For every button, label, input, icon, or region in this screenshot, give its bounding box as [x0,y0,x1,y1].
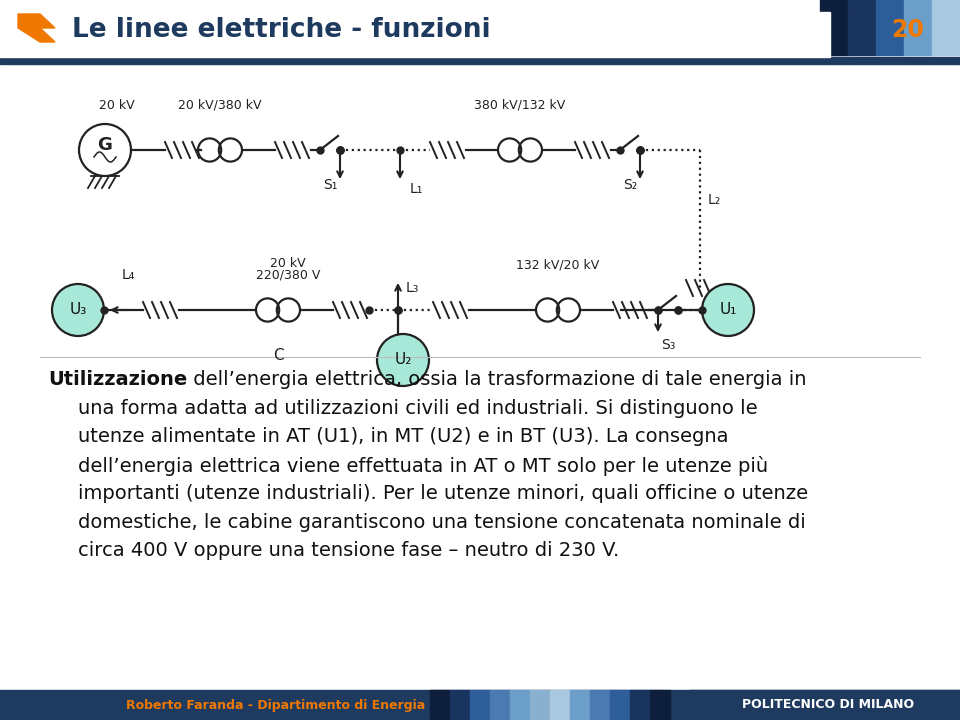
Text: 20 kV/380 kV: 20 kV/380 kV [179,99,262,112]
Text: G: G [98,136,112,154]
Bar [876,12,904,55]
Bar [470,690,490,720]
Circle shape [702,284,754,336]
Bar [820,0,848,12]
Bar [630,690,650,720]
Text: L₃: L₃ [406,281,420,295]
Text: dell’energia elettrica viene effettuata in AT o MT solo per le utenze più: dell’energia elettrica viene effettuata … [78,456,768,475]
Text: POLITECNICO DI MILANO: POLITECNICO DI MILANO [742,698,914,711]
Text: domestiche, le cabine garantiscono una tensione concatenata nominale di: domestiche, le cabine garantiscono una t… [78,513,805,531]
Bar [430,690,450,720]
Bar [876,0,904,12]
Text: S₃: S₃ [660,338,675,352]
Text: 20 kV: 20 kV [270,257,306,270]
Text: 380 kV/132 kV: 380 kV/132 kV [474,99,565,112]
Bar [550,690,570,720]
Polygon shape [18,14,55,42]
Bar [530,690,550,720]
Bar [510,690,530,720]
Circle shape [52,284,104,336]
Text: una forma adatta ad utilizzazioni civili ed industriali. Si distinguono le: una forma adatta ad utilizzazioni civili… [78,398,757,418]
Text: U₂: U₂ [395,353,412,367]
Bar [590,690,610,720]
Bar [690,690,960,720]
Text: 220/380 V: 220/380 V [255,269,321,282]
Text: U₁: U₁ [719,302,736,318]
Text: importanti (utenze industriali). Per le utenze minori, quali officine o utenze: importanti (utenze industriali). Per le … [78,484,808,503]
Bar [932,0,960,12]
Text: circa 400 V oppure una tensione fase – neutro di 230 V.: circa 400 V oppure una tensione fase – n… [78,541,619,560]
Text: 20: 20 [892,18,924,42]
Bar [0,12,830,57]
Circle shape [377,334,429,386]
Bar [610,690,630,720]
Bar [904,0,932,12]
Text: Roberto Faranda - Dipartimento di Energia: Roberto Faranda - Dipartimento di Energi… [126,698,425,711]
Text: S₂: S₂ [623,178,637,192]
Text: 132 kV/20 kV: 132 kV/20 kV [516,259,600,272]
Bar [820,12,848,55]
Text: 20 kV: 20 kV [99,99,134,112]
Bar [848,0,876,12]
Bar [0,690,960,720]
Text: L₁: L₁ [410,182,423,196]
Text: U₃: U₃ [69,302,86,318]
Bar [570,690,590,720]
Text: dell’energia elettrica, ossia la trasformazione di tale energia in: dell’energia elettrica, ossia la trasfor… [187,370,806,389]
Text: Le linee elettriche - funzioni: Le linee elettriche - funzioni [72,17,491,43]
Text: L₂: L₂ [708,193,721,207]
Text: utenze alimentate in AT (U1), in MT (U2) e in BT (U3). La consegna: utenze alimentate in AT (U1), in MT (U2)… [78,427,729,446]
Text: S₁: S₁ [323,178,337,192]
Bar [904,12,932,55]
Text: Utilizzazione: Utilizzazione [48,370,187,389]
Text: L₄: L₄ [121,268,134,282]
Bar [650,690,670,720]
Bar [932,12,960,55]
Bar [0,57,960,64]
Bar [848,12,876,55]
Bar [490,690,510,720]
Text: C: C [273,348,283,363]
Bar [450,690,470,720]
Bar [0,0,960,60]
